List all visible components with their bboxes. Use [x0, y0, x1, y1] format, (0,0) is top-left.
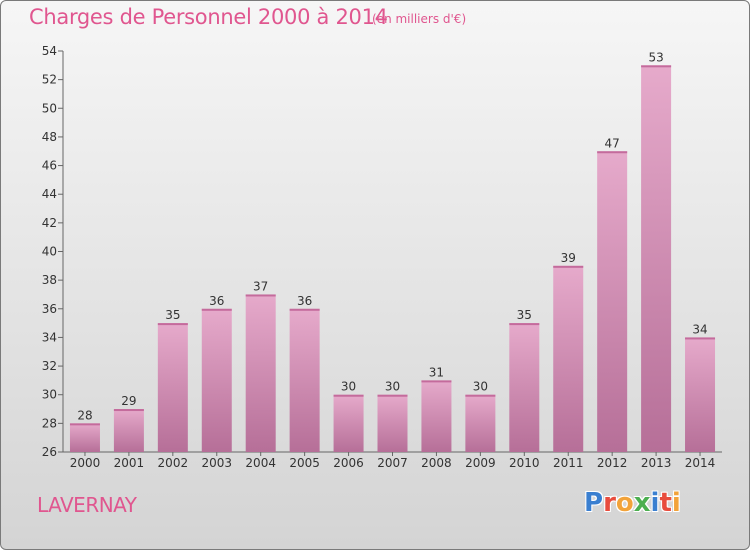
bar-top-2003 [201, 308, 232, 311]
bar-top-2005 [289, 308, 320, 311]
value-label-2006: 30 [341, 380, 356, 394]
x-tick-label-2011: 2011 [553, 456, 584, 470]
bar-2007 [377, 394, 408, 452]
bar-top-2007 [377, 394, 408, 397]
y-tick-label: 30 [42, 388, 57, 402]
x-tick-label-2007: 2007 [377, 456, 408, 470]
value-label-2001: 29 [121, 394, 136, 408]
bar-2005 [289, 308, 320, 452]
chart-labels: 28 2000 29 2001 35 2002 36 2003 37 2004 36 2005 30 20… [70, 50, 716, 470]
y-tick-label: 42 [42, 216, 57, 230]
value-label-2013: 53 [648, 50, 663, 64]
chart-bars [69, 65, 716, 453]
bar-top-2002 [157, 323, 188, 326]
chart-axes: 26 28 30 32 34 36 38 40 42 44 46 48 50 52 54 [42, 44, 722, 459]
y-tick-label: 46 [42, 159, 57, 173]
y-tick-label: 32 [42, 359, 57, 373]
bar-top-2008 [421, 380, 452, 383]
value-label-2002: 35 [165, 308, 180, 322]
x-tick-label-2013: 2013 [641, 456, 672, 470]
bar-top-2009 [465, 394, 496, 397]
x-tick-label-2014: 2014 [685, 456, 716, 470]
x-tick-label-2005: 2005 [289, 456, 320, 470]
bar-top-2006 [333, 394, 364, 397]
value-label-2000: 28 [77, 408, 92, 422]
logo-letter: x [633, 488, 651, 518]
value-label-2004: 37 [253, 279, 268, 293]
bar-2013 [641, 65, 672, 453]
x-tick-label-2000: 2000 [70, 456, 101, 470]
bar-2012 [597, 151, 628, 452]
value-label-2010: 35 [517, 308, 532, 322]
bar-2002 [157, 323, 188, 452]
logo-letter: o [615, 488, 634, 518]
bar-2011 [553, 265, 584, 452]
x-tick-label-2012: 2012 [597, 456, 628, 470]
value-label-2009: 30 [473, 380, 488, 394]
logo-letter: r [603, 488, 616, 518]
bar-top-2004 [245, 294, 276, 297]
value-label-2008: 31 [429, 365, 444, 379]
y-tick-label: 34 [42, 330, 57, 344]
bar-top-2001 [113, 409, 144, 412]
x-tick-label-2009: 2009 [465, 456, 496, 470]
y-tick-label: 40 [42, 245, 57, 259]
bar-2000 [69, 423, 100, 452]
bar-top-2000 [69, 423, 100, 426]
x-tick-label-2010: 2010 [509, 456, 540, 470]
value-label-2003: 36 [209, 294, 224, 308]
bar-2006 [333, 394, 364, 452]
y-tick-label: 28 [42, 416, 57, 430]
x-tick-label-2002: 2002 [158, 456, 189, 470]
y-tick-label: 50 [42, 101, 57, 115]
bar-2009 [465, 394, 496, 452]
value-label-2005: 36 [297, 294, 312, 308]
bar-2003 [201, 308, 232, 452]
bar-top-2014 [685, 337, 716, 340]
value-label-2014: 34 [692, 322, 707, 336]
chart-subtitle: (en milliers d'€) [372, 12, 467, 26]
bar-top-2013 [641, 65, 672, 68]
y-tick-label: 54 [42, 44, 57, 58]
bar-top-2012 [597, 151, 628, 154]
commune-name: LAVERNAY [37, 493, 137, 517]
bar-2001 [113, 409, 144, 452]
y-tick-label: 52 [42, 73, 57, 87]
proxiti-logo: Proxiti [584, 488, 681, 518]
x-tick-label-2001: 2001 [114, 456, 145, 470]
y-tick-label: 44 [42, 187, 57, 201]
bar-2014 [685, 337, 716, 452]
bar-2008 [421, 380, 452, 452]
x-tick-label-2004: 2004 [245, 456, 276, 470]
x-tick-label-2006: 2006 [333, 456, 364, 470]
logo-letter: P [584, 488, 604, 518]
bar-top-2011 [553, 265, 584, 268]
value-label-2011: 39 [561, 251, 576, 265]
y-tick-label: 26 [42, 445, 57, 459]
logo-letter: i [671, 488, 681, 518]
bar-2004 [245, 294, 276, 452]
chart-title: Charges de Personnel 2000 à 2014 [29, 5, 388, 29]
y-tick-label: 48 [42, 130, 57, 144]
logo-letter: t [659, 488, 672, 518]
value-label-2007: 30 [385, 380, 400, 394]
value-label-2012: 47 [605, 136, 620, 150]
bar-2010 [509, 323, 540, 452]
logo-letter: i [650, 488, 660, 518]
x-tick-label-2003: 2003 [201, 456, 232, 470]
x-tick-label-2008: 2008 [421, 456, 452, 470]
y-tick-label: 36 [42, 302, 57, 316]
y-tick-label: 38 [42, 273, 57, 287]
bar-top-2010 [509, 323, 540, 326]
